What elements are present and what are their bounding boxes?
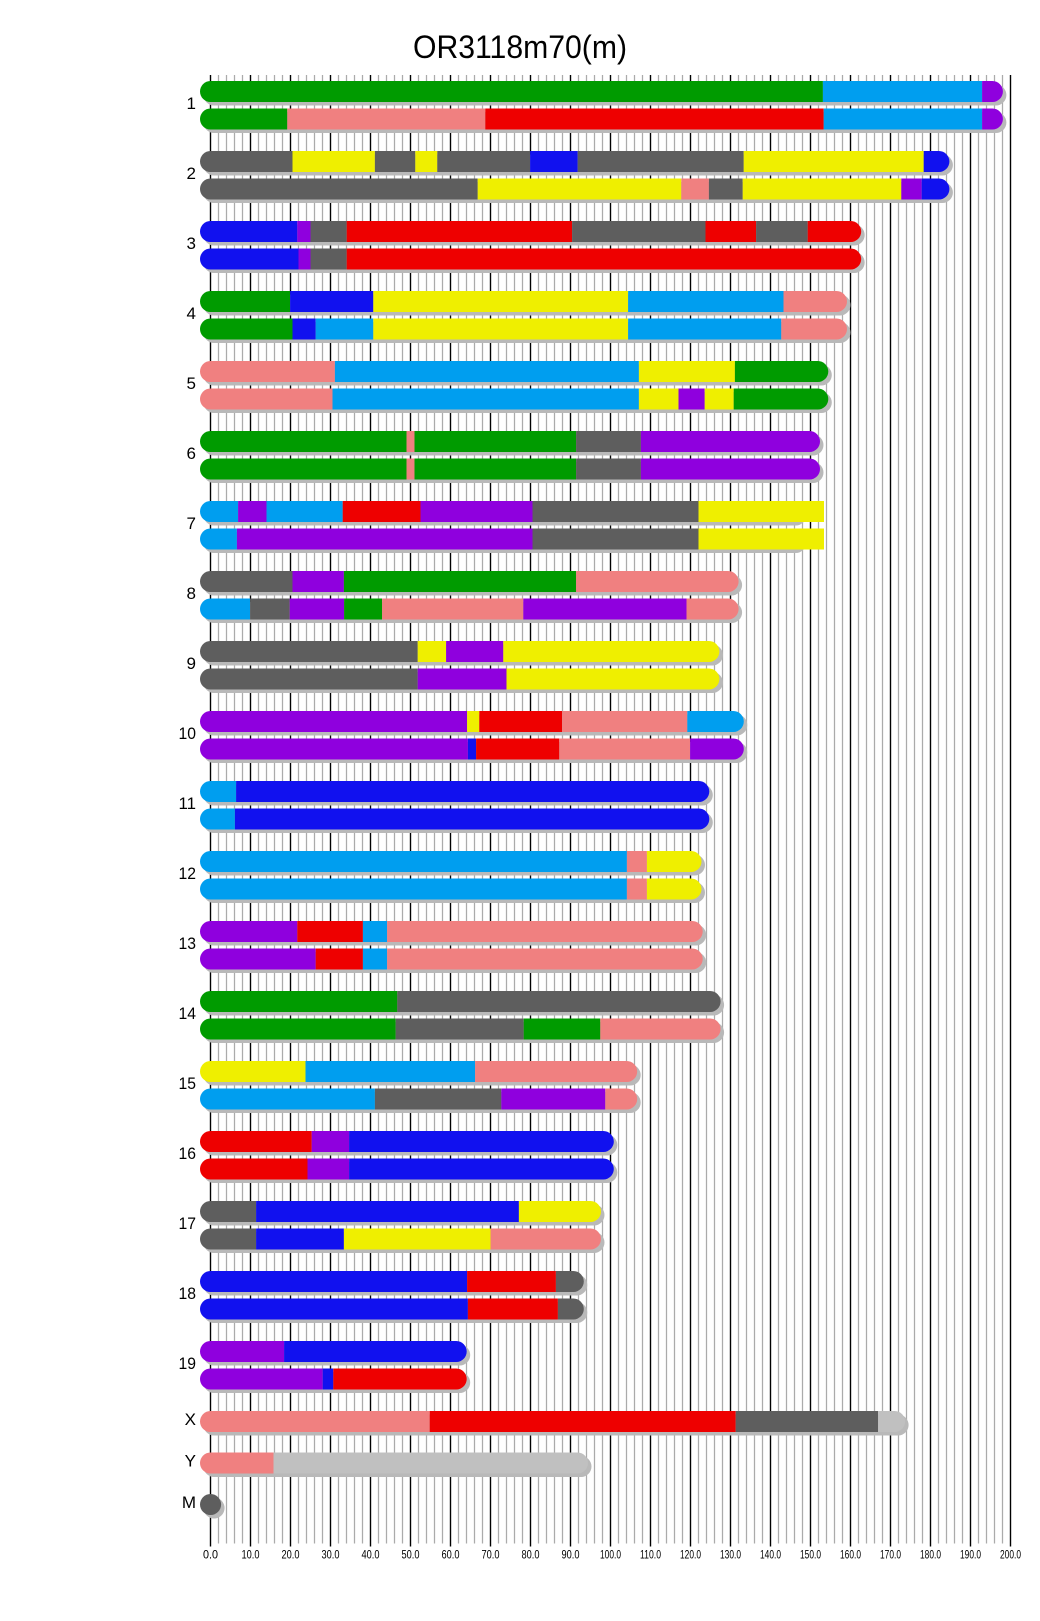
svg-text:150.0: 150.0	[800, 1548, 821, 1562]
svg-text:0.0: 0.0	[203, 1548, 218, 1562]
svg-text:1: 1	[187, 94, 196, 113]
svg-text:9: 9	[187, 654, 196, 673]
svg-text:12: 12	[179, 864, 197, 883]
svg-text:19: 19	[179, 1354, 197, 1373]
svg-text:10: 10	[179, 724, 197, 743]
svg-text:90.0: 90.0	[562, 1548, 580, 1562]
svg-text:50.0: 50.0	[402, 1548, 420, 1562]
svg-text:17: 17	[179, 1214, 197, 1233]
svg-text:180.0: 180.0	[920, 1548, 941, 1562]
svg-text:3: 3	[187, 234, 196, 253]
svg-text:15: 15	[179, 1074, 197, 1093]
svg-text:4: 4	[187, 304, 196, 323]
svg-text:80.0: 80.0	[522, 1548, 540, 1562]
svg-text:60.0: 60.0	[442, 1548, 460, 1562]
svg-text:10.0: 10.0	[242, 1548, 260, 1562]
svg-text:130.0: 130.0	[720, 1548, 741, 1562]
svg-text:14: 14	[179, 1004, 197, 1023]
svg-text:M: M	[182, 1493, 196, 1512]
svg-text:140.0: 140.0	[760, 1548, 781, 1562]
svg-text:11: 11	[179, 794, 197, 813]
svg-text:200.0: 200.0	[1000, 1548, 1021, 1562]
svg-text:2: 2	[187, 164, 196, 183]
svg-text:18: 18	[179, 1284, 197, 1303]
svg-text:5: 5	[187, 374, 196, 393]
svg-text:20.0: 20.0	[282, 1548, 300, 1562]
svg-text:110.0: 110.0	[640, 1548, 661, 1562]
svg-text:190.0: 190.0	[960, 1548, 981, 1562]
svg-text:13: 13	[179, 934, 197, 953]
svg-text:X: X	[185, 1410, 196, 1429]
svg-text:OR3118m70(m): OR3118m70(m)	[413, 29, 627, 65]
svg-text:120.0: 120.0	[680, 1548, 701, 1562]
svg-text:100.0: 100.0	[600, 1548, 621, 1562]
svg-text:8: 8	[187, 584, 196, 603]
svg-text:160.0: 160.0	[840, 1548, 861, 1562]
svg-text:170.0: 170.0	[880, 1548, 901, 1562]
svg-text:16: 16	[179, 1144, 197, 1163]
svg-text:30.0: 30.0	[322, 1548, 340, 1562]
svg-text:40.0: 40.0	[362, 1548, 380, 1562]
svg-text:Y: Y	[185, 1452, 196, 1471]
svg-text:7: 7	[187, 514, 196, 533]
svg-text:70.0: 70.0	[482, 1548, 500, 1562]
svg-text:6: 6	[187, 444, 196, 463]
